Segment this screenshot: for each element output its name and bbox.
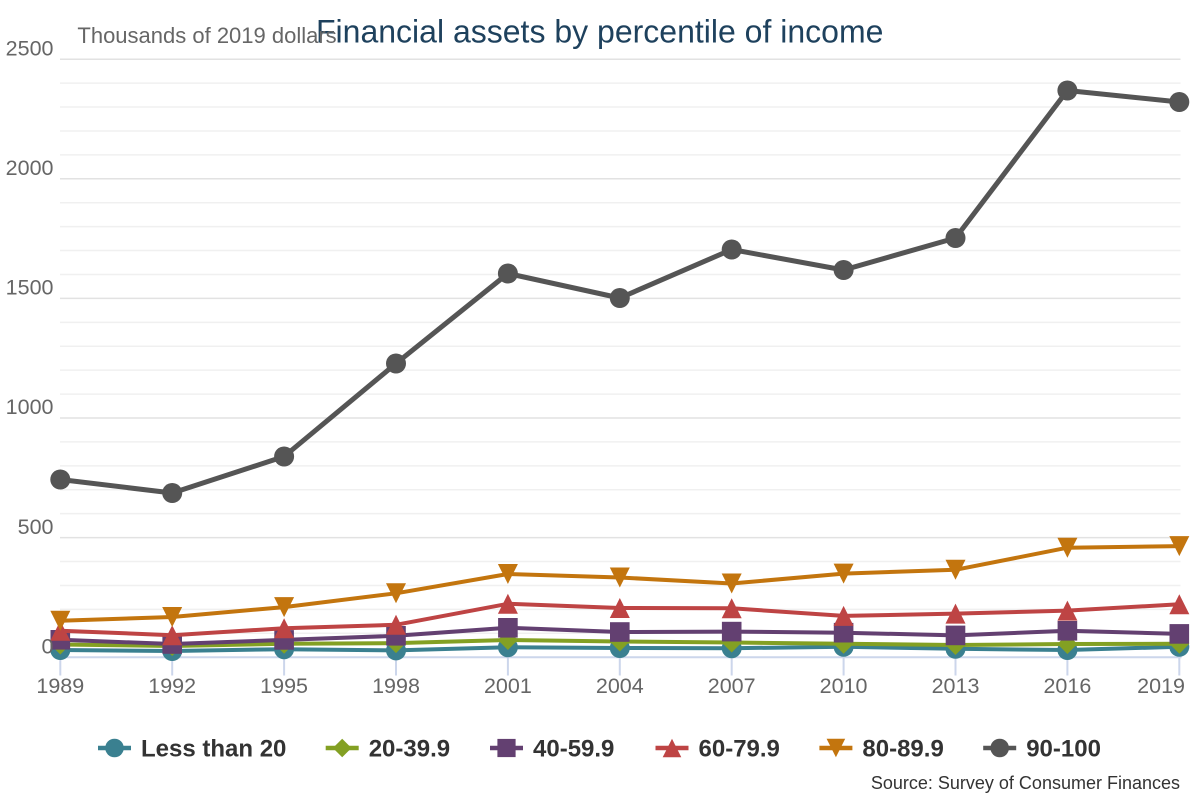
svg-text:2013: 2013 — [932, 674, 980, 698]
svg-text:Source: Survey of Consumer Fin: Source: Survey of Consumer Finances — [871, 773, 1180, 793]
svg-text:2004: 2004 — [596, 674, 644, 698]
svg-text:2000: 2000 — [6, 156, 54, 180]
svg-text:2001: 2001 — [484, 674, 532, 698]
svg-text:1989: 1989 — [36, 674, 84, 698]
svg-text:1500: 1500 — [6, 276, 54, 300]
svg-text:2016: 2016 — [1043, 674, 1091, 698]
svg-text:Financial assets by percentile: Financial assets by percentile of income — [316, 13, 883, 49]
svg-text:1995: 1995 — [260, 674, 308, 698]
svg-text:1992: 1992 — [148, 674, 196, 698]
svg-text:90-100: 90-100 — [1026, 735, 1101, 762]
svg-text:1000: 1000 — [6, 395, 54, 419]
svg-text:500: 500 — [18, 515, 54, 539]
svg-text:2019: 2019 — [1137, 674, 1185, 698]
svg-text:2010: 2010 — [820, 674, 868, 698]
svg-text:2500: 2500 — [6, 36, 54, 60]
svg-text:20-39.9: 20-39.9 — [369, 735, 450, 762]
svg-text:1998: 1998 — [372, 674, 420, 698]
svg-text:2007: 2007 — [708, 674, 756, 698]
svg-text:80-89.9: 80-89.9 — [862, 735, 943, 762]
svg-text:Less than 20: Less than 20 — [141, 735, 286, 762]
svg-text:0: 0 — [42, 634, 54, 658]
svg-text:60-79.9: 60-79.9 — [699, 735, 780, 762]
svg-text:40-59.9: 40-59.9 — [533, 735, 614, 762]
svg-text:Thousands of 2019 dollars: Thousands of 2019 dollars — [77, 23, 336, 48]
